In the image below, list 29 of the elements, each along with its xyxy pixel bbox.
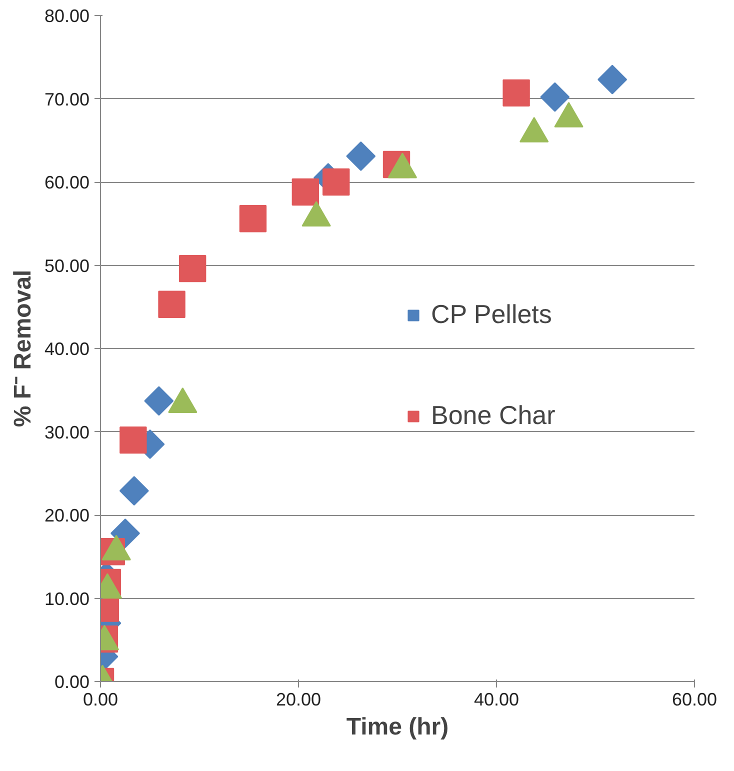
point — [120, 426, 147, 454]
y-tick-label: 40.00 — [44, 339, 90, 359]
point — [178, 254, 206, 282]
y-tick-label: 80.00 — [44, 6, 90, 26]
y-tick-label: 70.00 — [44, 89, 90, 110]
legend-label: CP Pellets — [431, 299, 552, 330]
y-tick-label: 30.00 — [44, 422, 90, 442]
point — [346, 141, 376, 171]
y-tick-label: 60.00 — [44, 172, 90, 192]
legend-label: Bone Char — [431, 400, 556, 431]
y-tick-label: 0.00 — [54, 672, 90, 692]
y-tick-label: 50.00 — [44, 256, 90, 276]
x-tick-label: 40.00 — [474, 690, 520, 710]
point — [292, 178, 320, 206]
y-axis-title: % F⁻ Removal — [9, 270, 36, 428]
point — [144, 386, 174, 416]
point — [119, 476, 149, 506]
point — [158, 290, 186, 318]
x-tick-label: 0.00 — [82, 690, 118, 710]
x-tick-label: 20.00 — [276, 690, 322, 710]
point — [502, 79, 530, 107]
point — [239, 205, 267, 232]
point — [540, 82, 570, 112]
x-tick-label: 60.00 — [672, 690, 718, 710]
y-tick-label: 10.00 — [44, 588, 90, 609]
point — [598, 64, 628, 94]
point — [322, 168, 350, 196]
y-tick-label: 20.00 — [44, 506, 90, 526]
x-axis-title: Time (hr) — [346, 714, 449, 740]
